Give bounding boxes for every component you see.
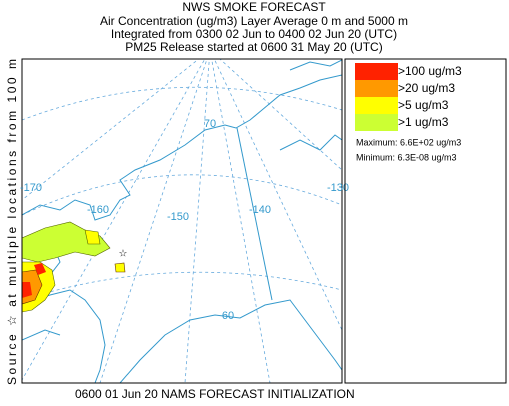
smoke-area — [84, 229, 101, 245]
graticule — [22, 59, 200, 201]
smoke-area — [34, 263, 46, 275]
graticule — [99, 59, 208, 383]
minimum: Minimum: 6.3E-08 ug/m3 — [356, 152, 457, 162]
graticule — [22, 271, 342, 301]
subtitle: Integrated from 0300 02 Jun to 0400 02 J… — [111, 27, 397, 41]
coastline — [289, 59, 342, 71]
coastline — [22, 329, 61, 341]
graticule — [22, 86, 342, 121]
legend-panel: >100 ug/m3 >20 ug/m3 >5 ug/m3 >1 ug/m3 M… — [344, 58, 507, 384]
subtitle: Air Concentration (ug/m3) Layer Average … — [100, 14, 408, 28]
legend-label: >5 ug/m3 — [398, 98, 449, 112]
subtitle: PM25 Release started at 0600 31 May 20 (… — [125, 40, 382, 54]
graticule — [184, 59, 210, 383]
legend-swatch — [355, 80, 398, 97]
map-panel: ☆ -170 -160 -150 -140 -130 70 60 — [20, 58, 349, 384]
legend-swatch — [355, 63, 398, 80]
map-content: ☆ — [22, 59, 342, 383]
map-frame — [21, 58, 343, 384]
longitude-label: -150 — [167, 211, 189, 223]
longitude-label: -130 — [327, 182, 349, 194]
coastline — [279, 134, 342, 151]
footer: 0600 01 Jun 20 NAMS FORECAST INITIALIZAT… — [75, 387, 355, 401]
coastline — [119, 299, 342, 383]
source-marker: ☆ — [119, 249, 128, 260]
graticule — [211, 59, 271, 383]
smoke-area — [114, 262, 126, 273]
legend-swatch — [355, 114, 398, 131]
legend-label: >20 ug/m3 — [398, 81, 455, 95]
maximum: Maximum: 6.6E+02 ug/m3 — [356, 137, 461, 147]
longitude-label: -170 — [20, 182, 42, 194]
legend-label: >100 ug/m3 — [398, 64, 462, 78]
legend-frame — [344, 58, 507, 384]
title: NWS SMOKE FORECAST — [182, 0, 326, 14]
latitude-label: 70 — [204, 118, 216, 130]
coastline — [22, 74, 342, 221]
border — [236, 127, 273, 301]
legend-label: >1 ug/m3 — [398, 115, 449, 129]
longitude-label: -140 — [249, 204, 271, 216]
legend-swatch — [355, 97, 398, 114]
latitude-label: 60 — [222, 310, 234, 322]
smoke-area — [22, 282, 32, 298]
source-label: Source ☆ at multiple locations from 100 … — [5, 59, 19, 385]
longitude-label: -160 — [87, 204, 109, 216]
